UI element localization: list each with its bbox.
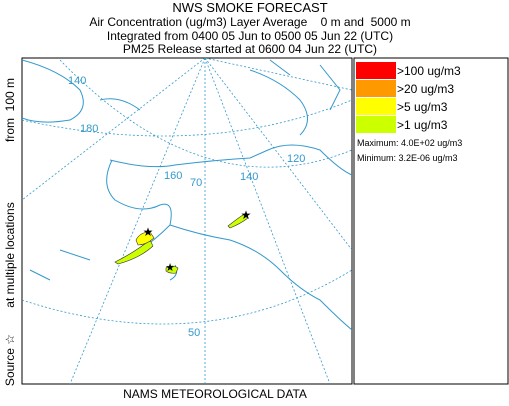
smoke-plume	[114, 239, 154, 265]
legend-label: >20 ug/m3	[397, 82, 454, 96]
grid-label: 50	[188, 327, 200, 339]
source-marker: ★	[143, 225, 154, 239]
legend-swatch	[356, 62, 396, 79]
map-frame	[21, 57, 353, 385]
side-label: Source ☆ at multiple locations from 100 …	[3, 78, 17, 386]
legend-label: >5 ug/m3	[397, 100, 448, 114]
grid-label: 160	[164, 170, 182, 182]
legend-swatch	[356, 116, 396, 133]
legend-minimum: Minimum: 3.2E-06 ug/m3	[357, 153, 458, 163]
legend-frame	[353, 57, 509, 385]
source-marker: ★	[241, 208, 252, 222]
title: NWS SMOKE FORECAST	[172, 0, 327, 15]
subtitle: Integrated from 0400 05 Jun to 0500 05 J…	[107, 29, 393, 43]
smoke-plume	[165, 265, 179, 274]
side-label-part: at multiple locations	[3, 202, 17, 307]
grid-label: 140	[240, 171, 258, 183]
parallels	[22, 59, 352, 325]
side-label-part: Source ☆	[3, 334, 17, 386]
map: ★ ★ ★ 140 180 160 70 140 120 50	[21, 57, 353, 385]
grid-label: 70	[190, 177, 202, 189]
grid-label: 140	[68, 75, 86, 87]
grid-label: 120	[287, 153, 305, 165]
legend-label: >100 ug/m3	[397, 64, 461, 78]
subtitle: Air Concentration (ug/m3) Layer Average …	[89, 15, 410, 29]
grid-label: 180	[80, 123, 98, 135]
side-label-part: from 100 m	[3, 78, 17, 142]
subtitle: PM25 Release started at 0600 04 Jun 22 (…	[123, 42, 377, 56]
smoke-plume	[227, 212, 249, 229]
meridians	[22, 58, 352, 384]
legend-maximum: Maximum: 4.0E+02 ug/m3	[357, 138, 462, 148]
legend-label: >1 ug/m3	[397, 118, 448, 132]
source-marker: ★	[165, 262, 175, 274]
map-content	[22, 58, 352, 384]
legend-swatch	[356, 80, 396, 97]
footer: NAMS METEOROLOGICAL DATA	[123, 387, 307, 401]
smoke-plume	[135, 231, 155, 246]
coastline	[22, 59, 352, 331]
legend-swatch	[356, 98, 396, 115]
legend: Maximum: 4.0E+02 ug/m3 Minimum: 3.2E-06 …	[353, 57, 509, 385]
